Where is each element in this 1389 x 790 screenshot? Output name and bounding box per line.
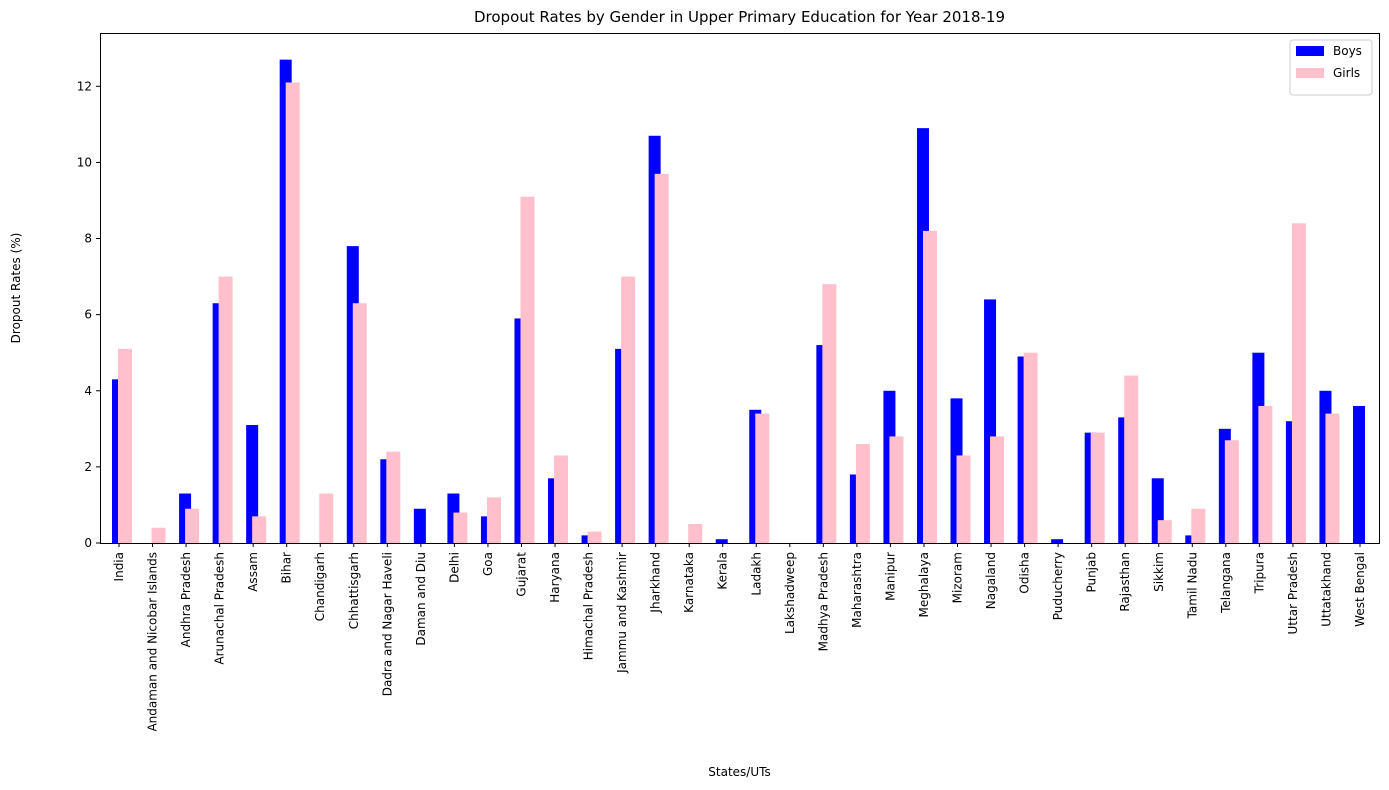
x-tick-label: Jharkhand <box>649 552 663 614</box>
bar-girls <box>1325 413 1340 543</box>
x-tick-label: Goa <box>481 552 495 576</box>
x-tick-label: Andaman and Nicobar Islands <box>146 552 160 732</box>
plot-frame <box>100 33 1380 544</box>
y-tick-label: 12 <box>77 79 92 93</box>
bar-girls <box>1258 405 1273 543</box>
x-tick-label: Madhya Pradesh <box>816 552 830 651</box>
x-tick-label: Karnataka <box>682 552 696 613</box>
y-tick-label: 6 <box>84 308 92 322</box>
x-axis-title: States/UTs <box>708 765 770 779</box>
bar-girls <box>386 451 401 543</box>
bar-girls <box>1090 432 1105 543</box>
bar-girls <box>621 276 636 543</box>
x-tick-label: Arunachal Pradesh <box>213 552 227 665</box>
x-tick-label: Daman and Diu <box>414 552 428 646</box>
x-tick-label: Puducherry <box>1051 552 1065 620</box>
bar-girls <box>1124 375 1139 543</box>
x-tick-label: Rajasthan <box>1118 552 1132 612</box>
bar-girls <box>587 531 602 543</box>
x-tick-label: Tripura <box>1252 552 1266 594</box>
x-tick-label: Andhra Pradesh <box>179 552 193 647</box>
x-tick-label: Tamil Nadu <box>1185 552 1199 619</box>
bar-girls <box>889 436 904 543</box>
x-tick-label: Uttatakhand <box>1319 552 1333 627</box>
bar-girls <box>554 455 569 543</box>
bar-girls <box>453 512 468 543</box>
x-tick-label: Assam <box>246 552 260 592</box>
x-tick-label: Uttar Pradesh <box>1286 552 1300 634</box>
x-tick-label: Punjab <box>1085 552 1099 593</box>
bar-girls <box>956 455 971 543</box>
chart-title: Dropout Rates by Gender in Upper Primary… <box>474 8 1005 26</box>
bar-girls <box>822 284 837 543</box>
bar-girls <box>1023 352 1038 543</box>
y-tick-label: 4 <box>84 384 92 398</box>
x-tick-label: Haryana <box>548 552 562 603</box>
legend-label: Girls <box>1333 66 1360 80</box>
bar-girls <box>118 348 132 543</box>
x-tick-label: Lakshadweep <box>783 552 797 634</box>
x-tick-label: Dadra and Nagar Haveli <box>380 552 394 696</box>
x-tick-label: Nagaland <box>984 552 998 609</box>
bar-girls <box>922 230 937 543</box>
bar-girls <box>855 444 870 543</box>
legend-swatch <box>1296 46 1324 56</box>
x-tick-label: Odisha <box>1018 552 1032 594</box>
y-axis-title: Dropout Rates (%) <box>9 233 23 344</box>
bar-girls <box>319 493 334 543</box>
bar-girls <box>1157 520 1172 543</box>
x-tick-label: Bihar <box>280 552 294 584</box>
bar-boys <box>1353 405 1365 543</box>
x-tick-label: West Bengal <box>1353 552 1367 627</box>
bar-girls <box>486 497 501 543</box>
x-tick-label: Telangana <box>1219 552 1233 614</box>
x-tick-label: Manipur <box>883 552 897 601</box>
legend: Boys Girls <box>1289 39 1373 96</box>
x-tick-label: Delhi <box>447 552 461 583</box>
legend-label: Boys <box>1333 44 1362 58</box>
y-tick-label: 8 <box>84 232 92 246</box>
x-tick-label: India <box>112 552 126 581</box>
x-tick-label: Maharashtra <box>850 552 864 628</box>
y-tick-label: 0 <box>84 536 92 550</box>
bar-boys <box>413 508 426 543</box>
bar-girls <box>352 303 367 543</box>
y-tick-label: 10 <box>77 155 92 169</box>
bar-girls <box>990 436 1005 543</box>
bar-girls <box>1224 440 1239 543</box>
x-tick-label: Gujarat <box>514 552 528 597</box>
bar-girls <box>688 523 703 543</box>
legend-swatch <box>1296 68 1324 78</box>
bar-girls <box>1191 508 1206 543</box>
bar-girls <box>520 196 535 543</box>
y-tick-label: 2 <box>84 460 92 474</box>
x-tick-label: Ladakh <box>749 552 763 596</box>
x-tick-label: Chandigarh <box>313 552 327 621</box>
x-tick-label: Jammu and Kashmir <box>615 552 629 674</box>
x-tick-label: Meghalaya <box>917 552 931 617</box>
bar-girls <box>185 508 200 543</box>
x-axis: India Andaman and Nicobar Islands Andhra P… <box>112 543 1367 732</box>
x-tick-label: Sikkim <box>1152 552 1166 592</box>
bar-boys <box>246 425 259 543</box>
bar-boys <box>1051 539 1064 543</box>
bar-girls <box>285 82 300 544</box>
y-axis: 0 2 4 6 8 10 12 <box>77 79 100 550</box>
bar-girls <box>755 413 770 543</box>
bar-girls <box>218 276 233 543</box>
x-tick-label: Himachal Pradesh <box>582 552 596 660</box>
x-tick-label: Kerala <box>716 552 730 590</box>
x-tick-label: Chhattisgarh <box>347 552 361 629</box>
bar-girls <box>1291 223 1306 543</box>
bar-girls <box>252 516 267 543</box>
bar-girls <box>151 527 166 543</box>
bars-layer <box>112 59 1365 544</box>
bar-girls <box>654 173 669 543</box>
bar-boys <box>715 539 728 543</box>
x-tick-label: Mizoram <box>951 552 965 603</box>
